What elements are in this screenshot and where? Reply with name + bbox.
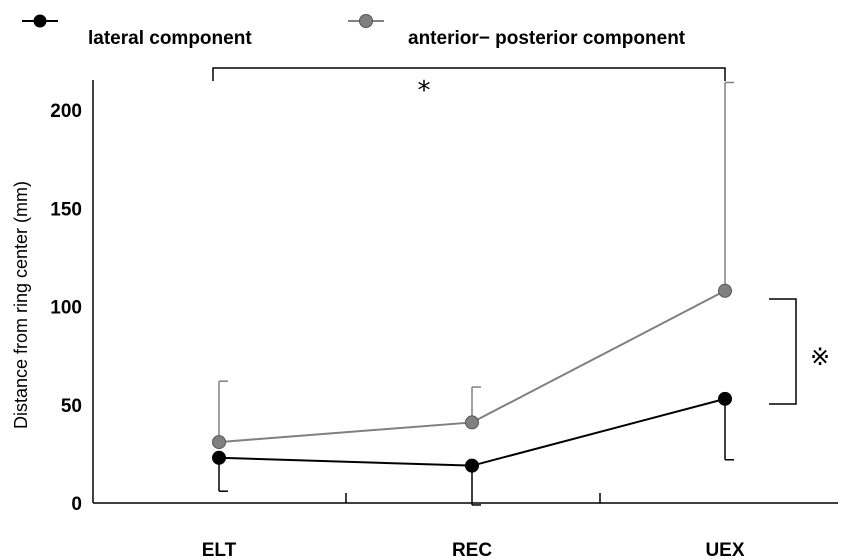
x-category-label: ELT — [202, 540, 237, 560]
y-tick-label: 200 — [50, 101, 82, 122]
significance-bracket-top: * — [212, 67, 726, 106]
series-0 — [212, 391, 734, 506]
data-point — [465, 458, 479, 473]
significance-star: * — [418, 76, 431, 106]
data-point — [465, 415, 479, 430]
y-tick-labels: 0 50 100 150 200 — [50, 101, 82, 515]
y-tick-label: 150 — [50, 199, 82, 220]
bracket-top-line — [212, 67, 726, 81]
legend: lateral component anterior− posterior co… — [22, 14, 686, 49]
legend-label-anterior-posterior: anterior− posterior component — [408, 28, 686, 49]
y-tick-label: 0 — [71, 494, 82, 515]
data-point — [212, 450, 226, 465]
x-category-label: REC — [452, 540, 492, 560]
category-labels: ELT REC UEX — [202, 540, 745, 560]
axes — [92, 80, 838, 504]
data-point — [718, 391, 732, 406]
legend-label-lateral: lateral component — [88, 28, 252, 49]
y-tick-label: 50 — [61, 396, 82, 417]
x-category-label: UEX — [705, 540, 744, 560]
legend-item-anterior-posterior: anterior− posterior component — [348, 14, 686, 49]
series-layer — [212, 81, 734, 506]
significance-mark: ※ — [810, 343, 830, 371]
data-point — [718, 283, 732, 298]
y-tick-label: 100 — [50, 298, 82, 319]
legend-marker-anterior-posterior — [359, 14, 373, 28]
significance-bracket-right: ※ — [769, 298, 830, 405]
bracket-right-line — [769, 298, 797, 405]
legend-item-lateral: lateral component — [22, 14, 252, 49]
y-axis-title: Distance from ring center (mm) — [11, 181, 31, 429]
data-point — [212, 435, 226, 450]
legend-marker-lateral — [33, 14, 47, 28]
series-1 — [212, 81, 734, 450]
